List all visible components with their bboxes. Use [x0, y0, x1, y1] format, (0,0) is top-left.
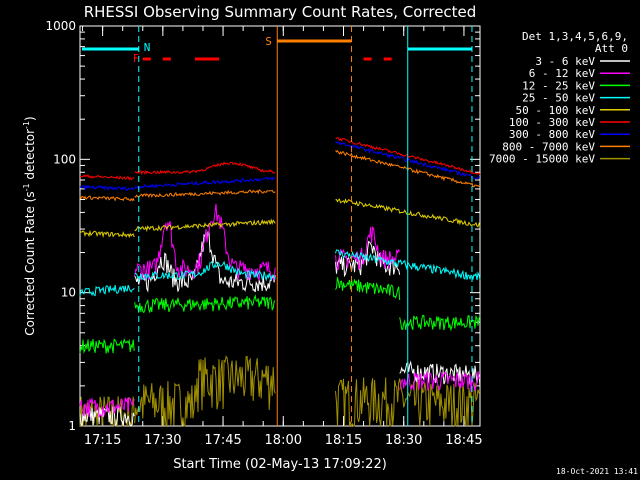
timestamp: 18-Oct-2021 13:41 [556, 467, 638, 476]
series-50-100-kev [79, 229, 135, 239]
flare-flag-label: F [133, 52, 140, 65]
x-tick-label: 18:45 [445, 433, 482, 448]
series-7000-15000-kev [407, 380, 481, 427]
x-tick-label: 18:00 [265, 433, 302, 448]
y-tick-label: 100 [53, 152, 76, 166]
series-800-7000-kev [134, 188, 276, 199]
plot-area: 1 10 100 1000 17:15 17:30 17:45 18:00 18:15 18:30… [45, 19, 482, 448]
night-flag-label: N [144, 41, 151, 54]
chart-title: RHESSI Observing Summary Count Rates, Co… [84, 3, 477, 21]
series-25-50-kev [134, 260, 276, 282]
series-300-800-kev [79, 184, 135, 191]
y-tick-label: 1 [68, 419, 76, 433]
legend-label: 300 - 800 keV [509, 128, 595, 141]
legend-label: 7000 - 15000 keV [489, 153, 595, 166]
series-50-100-kev [134, 218, 276, 233]
series-3-6-kev [335, 240, 401, 278]
series-7000-15000-kev [134, 355, 276, 428]
x-tick-label: 17:15 [84, 433, 121, 448]
y-axis-label: Corrected Count Rate (s-1 detector-1) [22, 116, 37, 335]
series-12-25-kev [134, 294, 276, 314]
series-12-25-kev [399, 314, 481, 332]
series-3-6-kev [399, 360, 481, 387]
legend-header: Det 1,3,4,5,6,9, [522, 30, 628, 43]
series-12-25-kev [335, 277, 401, 301]
legend-label: 3 - 6 keV [535, 55, 595, 68]
x-tick-label: 17:30 [144, 433, 181, 448]
y-tick-label: 1000 [45, 19, 76, 33]
y-tick-label: 10 [61, 286, 76, 300]
series-100-300-kev [134, 161, 276, 176]
x-tick-label: 17:45 [204, 433, 241, 448]
series-7000-15000-kev [335, 377, 409, 428]
series-300-800-kev [134, 176, 276, 190]
x-tick-label: 18:15 [325, 433, 362, 448]
legend-label: 25 - 50 keV [522, 92, 595, 105]
legend-label: 6 - 12 keV [529, 67, 596, 80]
series-25-50-kev [79, 284, 135, 297]
series-6-12-kev [79, 397, 135, 418]
series-100-300-kev [79, 174, 135, 181]
series-800-7000-kev [79, 195, 135, 202]
series-6-12-kev [399, 371, 481, 392]
legend-label: 100 - 300 keV [509, 116, 595, 129]
legend-label: 50 - 100 keV [516, 104, 596, 117]
legend-label: 12 - 25 keV [522, 79, 595, 92]
series-12-25-kev [79, 337, 135, 354]
axes-frame [79, 25, 481, 427]
x-axis-label: Start Time (02-May-13 17:09:22) [173, 457, 387, 472]
x-tick-label: 18:30 [385, 433, 422, 448]
legend-label: 800 - 7000 keV [502, 140, 595, 153]
legend-header: Att 0 [595, 42, 628, 55]
series-6-12-kev [134, 203, 276, 282]
saa-flag-label: S [265, 35, 272, 48]
